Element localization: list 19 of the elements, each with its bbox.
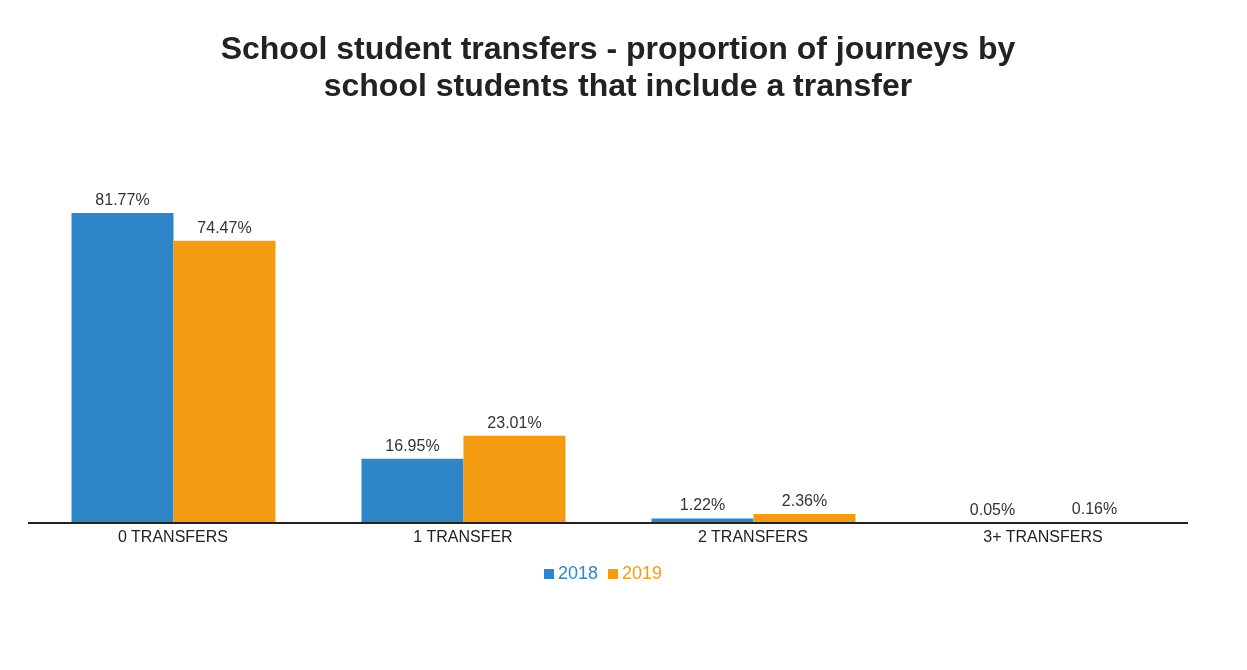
- bar: [71, 213, 174, 523]
- chart-title: School student transfers - proportion of journeys by school students that include a transfer: [219, 30, 1017, 104]
- data-label: 74.47%: [197, 218, 252, 236]
- data-label: 2.36%: [781, 492, 828, 510]
- bar: [463, 435, 566, 523]
- legend-label: 2019: [622, 563, 663, 583]
- data-label: 1.22%: [679, 496, 726, 514]
- data-label: 23.01%: [487, 413, 542, 431]
- data-label: 81.77%: [95, 191, 150, 209]
- bar: [361, 458, 464, 523]
- bar: [173, 240, 276, 523]
- data-label: 0.05%: [969, 500, 1016, 518]
- legend-label: 2018: [557, 563, 598, 583]
- x-tick-label: 1 TRANSFER: [413, 528, 513, 546]
- x-tick-label: 3+ TRANSFERS: [983, 528, 1103, 546]
- x-tick-label: 2 TRANSFERS: [698, 528, 808, 546]
- data-label: 0.16%: [1071, 500, 1118, 518]
- x-tick-label: 0 TRANSFERS: [118, 528, 228, 546]
- data-label: 16.95%: [385, 436, 440, 454]
